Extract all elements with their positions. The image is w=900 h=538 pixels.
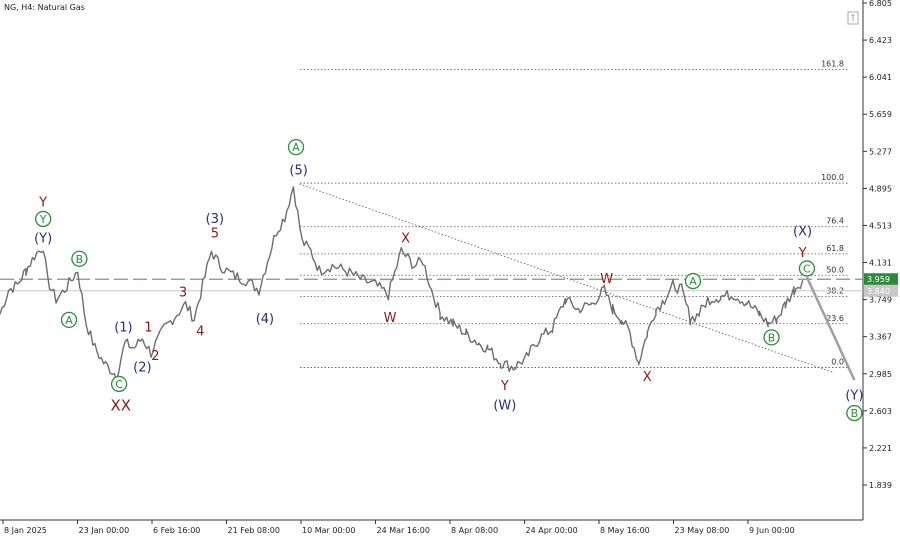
wave-label: 5 xyxy=(211,227,219,242)
wave-label: C xyxy=(115,378,123,391)
price-tags: 3.959 3.840 xyxy=(864,273,898,297)
x-tick-label: 8 May 16:00 xyxy=(600,526,650,535)
y-tick-label: 2.221 xyxy=(869,444,892,453)
wave-label: (Y) xyxy=(845,389,863,404)
x-tick-label: 24 Mar 16:00 xyxy=(377,526,430,535)
wave-label: A xyxy=(292,141,300,154)
wave-label: 3 xyxy=(179,286,187,301)
wave-label: 1 xyxy=(144,321,152,336)
y-tick-label: 4.131 xyxy=(869,259,892,268)
x-tick-label: 10 Mar 00:00 xyxy=(302,526,355,535)
wave-label-circle xyxy=(35,210,52,228)
wave-label: (W) xyxy=(493,398,516,413)
y-tick-label: 4.513 xyxy=(869,221,892,230)
wave-label-circle xyxy=(846,404,863,422)
x-tick-label: 23 Jan 00:00 xyxy=(79,526,130,535)
wave-label: (2) xyxy=(133,360,151,375)
wave-label: X xyxy=(401,231,410,246)
wave-label-circle xyxy=(798,260,816,277)
y-tick-label: 2.603 xyxy=(869,407,892,416)
wave-label: Y xyxy=(39,213,47,226)
wave-label: W xyxy=(384,311,397,326)
fib-level-label: 161.8 xyxy=(821,59,844,68)
wave-label: B xyxy=(768,331,776,344)
wave-label: (Y) xyxy=(34,231,52,246)
wave-label: 2 xyxy=(151,349,159,364)
wave-label-circle xyxy=(110,375,128,393)
fib-level-label: 61.8 xyxy=(826,244,844,253)
wave-label: (4) xyxy=(256,312,274,327)
wave-label: (5) xyxy=(289,163,307,178)
wave-label: A xyxy=(689,275,697,288)
x-tick-label: 21 Feb 08:00 xyxy=(228,526,280,535)
x-tick-label: 23 May 08:00 xyxy=(675,526,730,535)
wave-label: XX xyxy=(111,396,132,414)
wave-label-circle xyxy=(684,272,702,290)
fib-level-label: 100.0 xyxy=(821,173,844,182)
x-tick-label: 8 Apr 08:00 xyxy=(451,526,498,535)
wave-label: (1) xyxy=(114,321,132,336)
y-tick-label: 6.041 xyxy=(869,73,892,82)
wave-label: C xyxy=(803,262,811,275)
fib-level-label: 0.0 xyxy=(831,357,844,366)
wave-label: B xyxy=(76,253,84,266)
wave-label: (X) xyxy=(793,225,812,240)
wave-label: Y xyxy=(38,195,47,210)
x-tick-label: 9 Jun 00:00 xyxy=(749,526,795,535)
wave-label: X xyxy=(643,370,652,385)
wave-label: Y xyxy=(500,379,509,394)
fib-level-label: 76.4 xyxy=(826,217,844,226)
wave-label: A xyxy=(65,314,73,327)
y-tick-label: 3.367 xyxy=(869,333,892,342)
wave-label-circle xyxy=(287,138,305,156)
x-tick-label: 24 Apr 00:00 xyxy=(526,526,578,535)
projection-group xyxy=(805,276,856,381)
current-price-value: 3.959 xyxy=(867,275,890,284)
y-axis: 6.805 6.423 6.041 5.659 5.277 4.895 4.513 4.131… xyxy=(863,0,892,490)
y-tick-label: 6.805 xyxy=(869,0,892,8)
y-tick-label: 2.985 xyxy=(869,370,892,379)
x-tick-label: 8 Jan 2025 xyxy=(4,526,47,535)
chart-window-icon[interactable] xyxy=(847,11,859,25)
y-tick-label: 5.277 xyxy=(869,147,892,156)
x-axis: 8 Jan 2025 23 Jan 00:00 6 Feb 16:00 21 Feb … xyxy=(2,520,795,535)
price-series xyxy=(0,186,804,381)
wave-label-circle xyxy=(71,250,88,267)
y-tick-label: 3.749 xyxy=(869,296,892,305)
wave-label: B xyxy=(851,407,859,420)
y-tick-label: 6.423 xyxy=(869,36,892,45)
y-tick-label: 4.895 xyxy=(869,184,892,193)
fib-level-label: 23.6 xyxy=(826,314,844,323)
y-tick-label: 1.839 xyxy=(869,481,892,490)
projection-line xyxy=(805,276,856,381)
chart-title: NG, H4: Natural Gas xyxy=(4,3,85,12)
wave-label-circle xyxy=(60,311,78,329)
x-tick-label: 6 Feb 16:00 xyxy=(153,526,200,535)
bid-price-tag xyxy=(864,284,898,297)
wave-labels: YY(Y)BA(1) 12(2)CXX34(3)5(4)A(5)XWY(W)WXA… xyxy=(34,138,863,422)
wave-label-circle xyxy=(763,329,780,346)
price-line xyxy=(0,186,804,381)
wave-label: 4 xyxy=(196,325,204,340)
bid-price-value: 3.840 xyxy=(867,287,890,296)
fib-level-label: 50.0 xyxy=(826,265,844,274)
wave-label: (3) xyxy=(206,212,224,227)
wave-label: W xyxy=(600,272,613,287)
current-price-tag xyxy=(864,273,898,286)
y-tick-label: 5.659 xyxy=(869,110,892,119)
wave-label: Y xyxy=(798,246,807,261)
